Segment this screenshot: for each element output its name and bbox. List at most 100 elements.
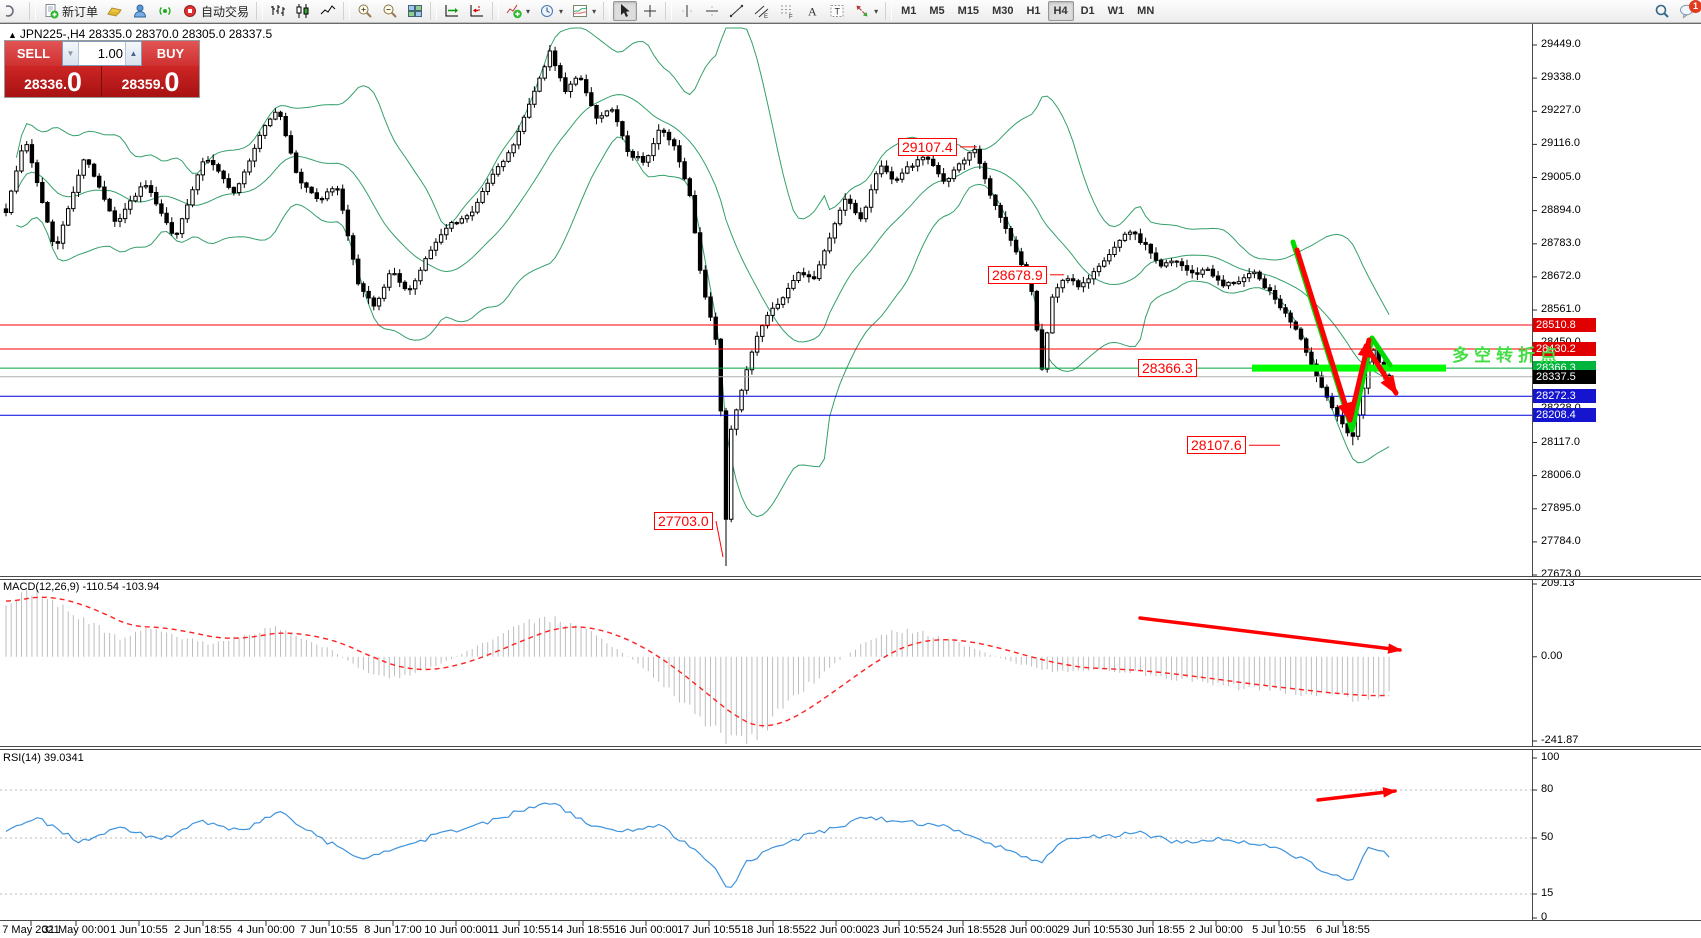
chart-shift-icon [469, 3, 485, 19]
new-order-button[interactable]: 新订单 [39, 1, 102, 21]
templates-icon [572, 3, 588, 19]
crosshair-icon [642, 3, 658, 19]
crosshair-tool-button[interactable] [638, 1, 662, 21]
turning-point-annotation[interactable]: 多空转折点 [1452, 346, 1562, 365]
tf-m5-button[interactable]: M5 [923, 1, 950, 21]
trendline-tool-button[interactable] [725, 1, 749, 21]
tf-m1-button[interactable]: M1 [895, 1, 922, 21]
bar-chart-mode-button[interactable] [266, 1, 290, 21]
sell-price-big-digit: 0 [66, 67, 82, 97]
buy-price-main: 28359 [121, 76, 161, 92]
market-watch-button[interactable] [128, 1, 152, 21]
templates-button[interactable]: ▾ [568, 1, 600, 21]
notifications-button[interactable]: 1 [1675, 0, 1701, 21]
tf-h4-label: H4 [1053, 5, 1068, 17]
arrows-tool-button[interactable]: ▾ [850, 1, 882, 21]
tile-windows-button[interactable] [403, 1, 427, 21]
zoom-in-icon [357, 3, 373, 19]
red-trend-arrow[interactable] [1347, 337, 1373, 423]
sell-button[interactable]: SELL [5, 41, 62, 66]
rsi-line [5, 802, 1390, 888]
svg-text:E: E [764, 14, 768, 19]
indicators-add-icon [506, 3, 522, 19]
sell-price[interactable]: 28336. 0 [5, 66, 102, 97]
auto-scroll-button[interactable] [440, 1, 464, 21]
vline-icon [679, 3, 695, 19]
time-axis-border [0, 920, 1701, 921]
market-watch-icon [132, 3, 148, 19]
green-zigzag-line[interactable] [1290, 239, 1393, 433]
toolbar-separator [492, 2, 500, 20]
toolbar-separator [885, 2, 893, 20]
notification-badge: 1 [1689, 0, 1701, 13]
tf-m30-button[interactable]: M30 [986, 1, 1019, 21]
arrows-tool-icon [854, 3, 870, 19]
volume-increase-button[interactable]: ▲ [125, 42, 141, 65]
bollinger-upper-band [15, 27, 1390, 315]
candle-wicks [5, 45, 1390, 566]
symbol-marker-icon: ▲ [8, 30, 17, 40]
tf-m1-label: M1 [901, 5, 917, 17]
bullish-candle-bodies [9, 50, 1376, 520]
buy-button[interactable]: BUY [142, 41, 199, 66]
zoom-in-button[interactable] [353, 1, 377, 21]
rsi-trend-arrow[interactable] [1316, 787, 1398, 802]
tf-m15-label: M15 [957, 5, 980, 17]
cursor-tool-button[interactable] [613, 1, 638, 21]
svg-text:F: F [789, 15, 793, 20]
sell-price-dot: . [63, 76, 67, 92]
channel-icon: E [754, 3, 770, 20]
svg-text:T: T [835, 7, 841, 17]
auto-trading-button[interactable]: 自动交易 [178, 1, 253, 21]
hline-icon [704, 3, 720, 19]
text-tool-button[interactable]: A [800, 1, 824, 21]
tf-m30-label: M30 [992, 5, 1014, 17]
trendline-icon [729, 3, 745, 19]
macd-indicator-label: MACD(12,26,9) -110.54 -103.94 [3, 581, 160, 593]
buy-price-dot: . [160, 76, 165, 92]
hline-tool-button[interactable] [700, 1, 724, 21]
text-label-icon: T [829, 3, 845, 19]
line-chart-mode-button[interactable] [316, 1, 340, 21]
chart-shift-button[interactable] [465, 1, 489, 21]
signal-icon [157, 3, 173, 19]
text-a-icon: A [804, 3, 820, 19]
label-tool-button[interactable]: T [825, 1, 849, 21]
indicators-button[interactable]: ▾ [502, 1, 534, 21]
red-trend-arrow[interactable] [1363, 343, 1399, 396]
vline-tool-button[interactable] [675, 1, 699, 21]
tf-h1-button[interactable]: H1 [1020, 1, 1046, 21]
candle-chart-mode-button[interactable] [291, 1, 315, 21]
macd-signal-line [5, 596, 1390, 727]
zoom-out-button[interactable] [378, 1, 402, 21]
signals-button[interactable] [153, 1, 177, 21]
new-chart-button[interactable] [103, 1, 127, 21]
buy-price[interactable]: 28359. 0 [102, 66, 199, 97]
tf-h4-button[interactable]: H4 [1047, 1, 1074, 21]
periods-button[interactable]: ▾ [535, 1, 567, 21]
search-button[interactable] [1650, 1, 1674, 21]
panel-separator[interactable] [0, 746, 1701, 750]
bars-chart-icon [270, 3, 286, 19]
tf-d1-button[interactable]: D1 [1075, 1, 1101, 21]
toolbar-separator [256, 2, 264, 20]
fibonacci-tool-button[interactable]: F [775, 1, 799, 21]
chevron-down-icon: ▾ [874, 6, 879, 16]
channel-tool-button[interactable]: E [750, 1, 774, 21]
tf-mn-button[interactable]: MN [1131, 1, 1160, 21]
overflow-button[interactable] [2, 1, 26, 21]
fibonacci-icon: F [779, 3, 795, 21]
toolbar-separator [343, 2, 351, 20]
red-trend-arrow[interactable] [1294, 247, 1353, 423]
symbol-ohlc-line: ▲ JPN225-,H4 28335.0 28370.0 28305.0 2833… [8, 27, 272, 41]
rsi-indicator-label: RSI(14) 39.0341 [3, 752, 84, 764]
panel-separator[interactable] [0, 576, 1701, 580]
volume-decrease-button[interactable]: ▼ [63, 42, 79, 65]
volume-input[interactable] [79, 42, 125, 65]
magnifier-left-icon [2, 3, 22, 19]
tf-w1-button[interactable]: W1 [1102, 1, 1131, 21]
tf-m15-button[interactable]: M15 [952, 1, 985, 21]
macd-trend-arrow[interactable] [1138, 616, 1403, 654]
turning-point-highlight-bar[interactable] [1252, 364, 1446, 372]
